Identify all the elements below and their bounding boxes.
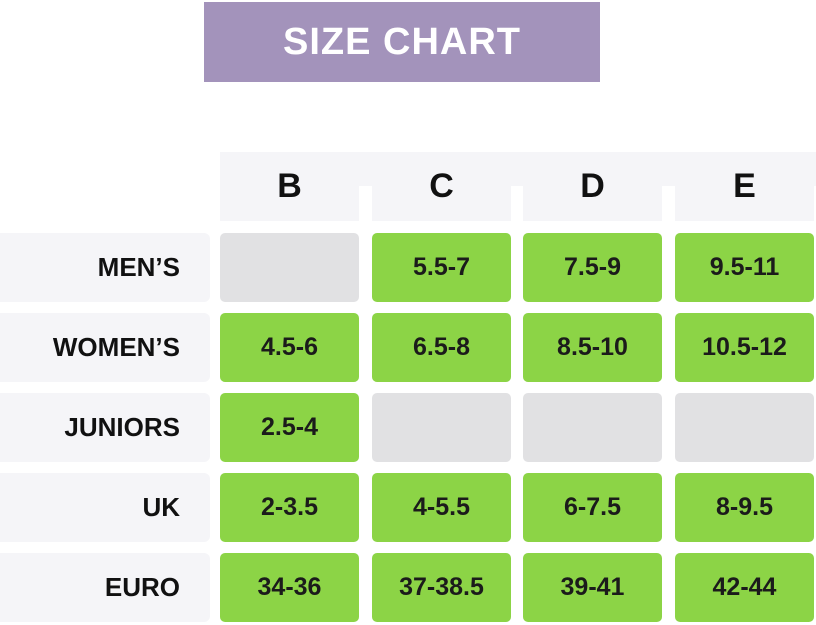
row-label: EURO [0, 553, 210, 622]
size-cell: 10.5-12 [675, 313, 814, 382]
size-cell: 34-36 [220, 553, 359, 622]
size-cell: 9.5-11 [675, 233, 814, 302]
empty-size-cell [372, 393, 511, 462]
size-cell: 6.5-8 [372, 313, 511, 382]
column-header-e: E [675, 152, 814, 221]
row-label: MEN’S [0, 233, 210, 302]
row-label: UK [0, 473, 210, 542]
row-label: WOMEN’S [0, 313, 210, 382]
size-cell: 39-41 [523, 553, 662, 622]
column-header-d: D [523, 152, 662, 221]
size-cell: 7.5-9 [523, 233, 662, 302]
empty-size-cell [220, 233, 359, 302]
size-cell: 6-7.5 [523, 473, 662, 542]
column-header-b: B [220, 152, 359, 221]
size-cell: 8-9.5 [675, 473, 814, 542]
size-cell: 37-38.5 [372, 553, 511, 622]
page-title: SIZE CHART [283, 20, 521, 63]
size-cell: 8.5-10 [523, 313, 662, 382]
empty-size-cell [675, 393, 814, 462]
size-cell: 2-3.5 [220, 473, 359, 542]
size-cell: 5.5-7 [372, 233, 511, 302]
empty-size-cell [523, 393, 662, 462]
size-cell: 42-44 [675, 553, 814, 622]
row-label: JUNIORS [0, 393, 210, 462]
size-cell: 4-5.5 [372, 473, 511, 542]
size-cell: 2.5-4 [220, 393, 359, 462]
size-cell: 4.5-6 [220, 313, 359, 382]
title-banner: SIZE CHART [204, 2, 600, 82]
column-header-c: C [372, 152, 511, 221]
